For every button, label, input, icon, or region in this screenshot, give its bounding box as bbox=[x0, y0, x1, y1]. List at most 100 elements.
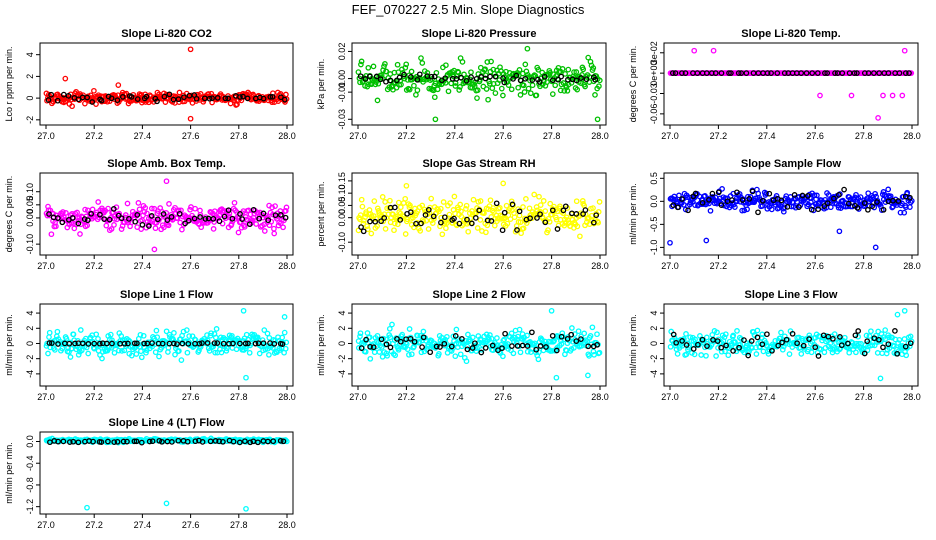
data-point bbox=[457, 84, 463, 90]
data-point bbox=[443, 220, 450, 226]
data-point bbox=[543, 344, 549, 350]
data-point bbox=[667, 239, 673, 246]
data-point bbox=[798, 70, 805, 76]
data-point bbox=[186, 333, 193, 339]
data-point bbox=[53, 223, 59, 230]
data-point bbox=[403, 61, 410, 68]
data-point bbox=[902, 343, 909, 350]
data-point bbox=[596, 83, 602, 90]
data-point bbox=[66, 439, 73, 445]
data-point bbox=[185, 217, 192, 224]
data-point bbox=[394, 221, 401, 228]
x-tick-label: 27.4 bbox=[134, 520, 152, 530]
x-tick-label: 27.8 bbox=[230, 392, 248, 402]
data-point bbox=[537, 211, 543, 218]
x-tick-label: 27.2 bbox=[398, 261, 416, 271]
x-tick-label: 27.6 bbox=[806, 131, 824, 141]
data-point bbox=[476, 207, 483, 214]
data-point bbox=[445, 88, 452, 95]
x-tick-label: 27.8 bbox=[855, 261, 873, 271]
data-point bbox=[745, 352, 752, 359]
data-point bbox=[131, 340, 138, 347]
data-point bbox=[703, 334, 710, 341]
data-point bbox=[769, 347, 775, 354]
data-point bbox=[717, 195, 723, 202]
y-tick-label: -0.06 bbox=[649, 104, 659, 125]
data-point bbox=[175, 437, 182, 444]
data-point bbox=[596, 349, 603, 356]
data-point bbox=[419, 60, 426, 66]
x-tick-label: 27.2 bbox=[85, 520, 103, 530]
data-point bbox=[824, 70, 831, 76]
data-point bbox=[134, 96, 141, 102]
data-point bbox=[692, 190, 699, 197]
data-point bbox=[463, 206, 469, 212]
data-point bbox=[256, 215, 263, 222]
data-point bbox=[741, 207, 748, 214]
data-point bbox=[93, 331, 100, 338]
data-point bbox=[533, 92, 540, 99]
data-point bbox=[371, 198, 378, 204]
data-point bbox=[281, 96, 288, 103]
data-point bbox=[163, 178, 170, 185]
y-axis-label: ml/min per min. bbox=[4, 314, 14, 376]
data-point bbox=[210, 215, 217, 222]
data-point bbox=[523, 196, 529, 202]
data-point bbox=[494, 335, 500, 341]
data-point bbox=[551, 337, 558, 344]
data-point bbox=[553, 347, 560, 354]
data-point bbox=[564, 87, 571, 94]
data-point bbox=[237, 211, 243, 217]
x-tick-label: 27.0 bbox=[661, 261, 679, 271]
data-point bbox=[52, 347, 58, 353]
data-point bbox=[732, 339, 738, 345]
series-hourly bbox=[670, 328, 914, 359]
data-point bbox=[283, 204, 290, 211]
y-tick-label: 0.00 bbox=[337, 70, 347, 88]
data-point bbox=[482, 66, 488, 73]
data-point bbox=[510, 350, 517, 357]
data-point bbox=[237, 340, 243, 347]
data-point bbox=[156, 353, 162, 360]
data-point bbox=[218, 349, 225, 356]
panel-sampleflow: Slope Sample Flow 27.0 27.2 27.4 27.6 27.8 28.… bbox=[628, 158, 921, 271]
data-point bbox=[501, 209, 508, 216]
data-point bbox=[855, 328, 862, 334]
data-point bbox=[66, 340, 73, 347]
data-point bbox=[222, 95, 229, 102]
data-point bbox=[401, 71, 407, 78]
data-point bbox=[266, 334, 273, 341]
data-point bbox=[103, 340, 110, 347]
data-point bbox=[75, 439, 82, 446]
data-point bbox=[48, 91, 55, 98]
data-point bbox=[540, 198, 547, 204]
data-point bbox=[81, 216, 88, 222]
series-hourly bbox=[358, 329, 600, 356]
data-point bbox=[766, 190, 773, 197]
data-point bbox=[814, 192, 820, 199]
data-point bbox=[403, 182, 410, 189]
x-tick-label: 27.8 bbox=[230, 131, 248, 141]
data-point bbox=[206, 95, 213, 102]
data-point bbox=[402, 231, 409, 237]
data-point bbox=[394, 61, 401, 68]
data-point bbox=[212, 438, 219, 444]
data-point bbox=[457, 201, 464, 208]
data-point bbox=[874, 350, 881, 356]
data-point bbox=[732, 204, 738, 210]
data-point bbox=[509, 343, 515, 349]
data-point bbox=[67, 354, 74, 360]
data-point bbox=[739, 207, 745, 214]
data-point bbox=[282, 208, 289, 214]
y-tick-label: -0.4 bbox=[25, 455, 35, 471]
data-point bbox=[386, 84, 393, 90]
data-point bbox=[571, 331, 578, 337]
data-point bbox=[191, 215, 198, 222]
data-point bbox=[280, 224, 286, 231]
data-point bbox=[230, 340, 236, 347]
data-point bbox=[267, 94, 274, 100]
data-point bbox=[213, 326, 220, 332]
data-point bbox=[115, 82, 122, 88]
data-point bbox=[125, 340, 131, 347]
data-point bbox=[371, 349, 378, 356]
